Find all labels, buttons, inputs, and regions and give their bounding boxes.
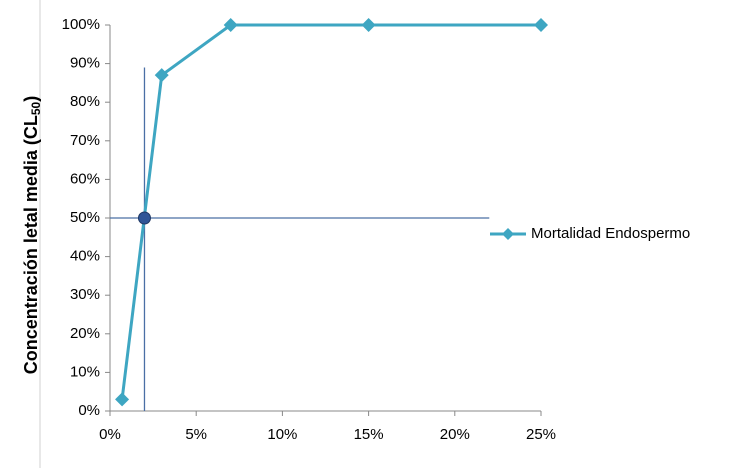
y-label-main: Concentración letal media (CL <box>21 115 41 374</box>
y-tick-label: 30% <box>70 286 100 303</box>
x-tick-label: 15% <box>354 426 384 443</box>
data-point <box>361 18 376 32</box>
y-tick-label: 70% <box>70 132 100 149</box>
data-point <box>534 18 548 32</box>
y-tick-label: 80% <box>70 93 100 110</box>
x-tick-label: 0% <box>99 426 121 443</box>
x-tick-label: 20% <box>440 426 470 443</box>
x-tick-label: 25% <box>526 426 556 443</box>
data-point <box>154 68 169 83</box>
x-tick-label: 5% <box>185 426 207 443</box>
y-axis-label: Concentración letal media (CL50) <box>21 96 43 374</box>
lc50-marker <box>137 211 151 225</box>
data-point <box>223 18 238 32</box>
y-tick-label: 10% <box>70 363 100 380</box>
y-label-end: ) <box>21 96 41 102</box>
y-tick-label: 0% <box>78 402 100 419</box>
y-tick-label: 50% <box>70 209 100 226</box>
data-point <box>115 392 130 407</box>
series-line <box>120 23 541 400</box>
legend-label: Mortalidad Endospermo <box>531 225 690 242</box>
y-tick-label: 40% <box>70 248 100 265</box>
x-tick-label: 10% <box>267 426 297 443</box>
y-tick-label: 100% <box>62 16 100 33</box>
legend-marker <box>502 228 514 240</box>
y-tick-label: 20% <box>70 325 100 342</box>
y-label-sub: 50 <box>29 101 43 115</box>
y-tick-label: 90% <box>70 55 100 72</box>
y-tick-label: 60% <box>70 170 100 187</box>
